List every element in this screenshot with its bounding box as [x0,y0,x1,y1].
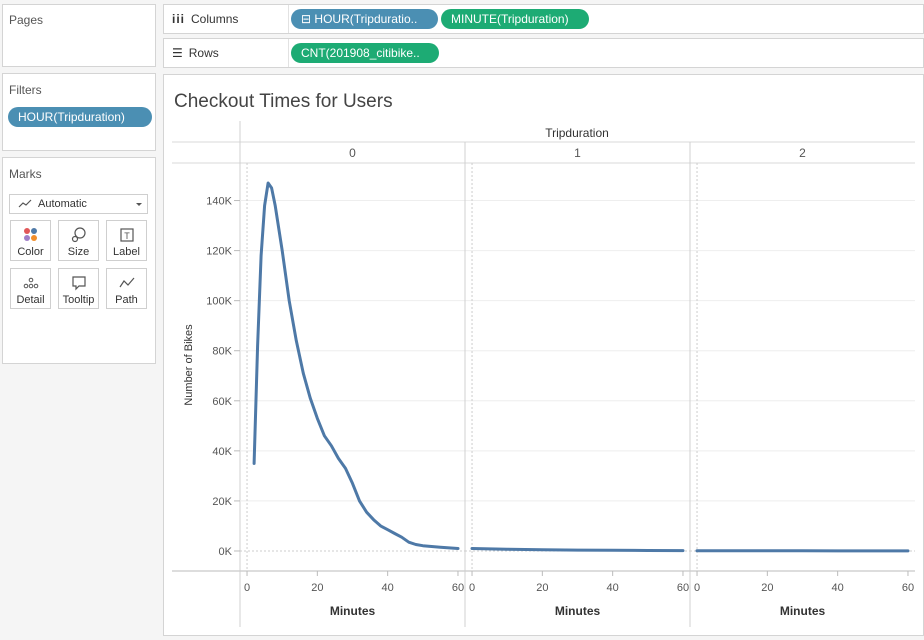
rows-shelf-label: ☰ Rows [172,39,219,67]
marks-path-label: Path [115,294,138,306]
rows-icon: ☰ [172,46,183,60]
x-tick-label: 0 [244,582,250,594]
marks-tooltip-button[interactable]: Tooltip [58,268,99,309]
y-tick-label: 0K [219,546,233,558]
color-icon [11,226,50,246]
series-line-panel-0 [252,181,460,550]
x-tick-label: 20 [536,582,548,594]
columns-pill-hour-label: HOUR(Tripduratio.. [314,12,418,26]
x-tick-label: 60 [677,582,689,594]
x-tick-label: 60 [902,582,914,594]
y-tick-label: 60K [212,396,232,408]
size-icon [59,226,98,246]
line-mark-icon [18,195,32,219]
filters-card[interactable]: Filters HOUR(Tripduration) [2,73,156,151]
rows-shelf[interactable]: ☰ Rows CNT(201908_citibike.. [163,38,924,68]
chart-view: Checkout Times for Users Tripduration Nu… [163,74,924,636]
collapse-icon[interactable]: ⊟ [301,12,312,26]
shelf-divider [288,39,289,67]
panel-header-label: 2 [799,146,806,160]
x-tick-label: 0 [469,582,475,594]
columns-icon: iii [172,12,186,26]
mark-type-value: Automatic [38,198,87,210]
y-tick-label: 40K [212,446,232,458]
mark-type-dropdown[interactable]: Automatic [9,194,148,214]
y-tick-label: 80K [212,346,232,358]
y-tick-label: 20K [212,496,232,508]
pages-title: Pages [9,13,44,27]
columns-label: Columns [191,12,239,26]
columns-pill-hour[interactable]: ⊟ HOUR(Tripduratio.. [291,9,438,29]
columns-shelf[interactable]: iii Columns ⊟ HOUR(Tripduratio.. MINUTE(… [163,4,924,34]
x-axis-label: Minutes [555,604,601,618]
series-line-panel-1 [470,547,685,553]
marks-size-label: Size [67,246,90,258]
panel-header-label: 0 [349,146,356,160]
x-tick-label: 40 [607,582,619,594]
x-tick-label: 40 [832,582,844,594]
label-icon: T [107,226,146,246]
tooltip-icon [59,274,98,294]
marks-label-button[interactable]: T Label [106,220,147,261]
columns-shelf-label: iii Columns [172,5,238,33]
marks-title: Marks [9,167,42,181]
marks-color-label: Color [17,246,44,258]
marks-path-button[interactable]: Path [106,268,147,309]
chart-title: Checkout Times for Users [174,91,393,112]
x-axis-label: Minutes [330,604,376,618]
rows-label: Rows [188,46,219,60]
shelf-divider [288,5,289,33]
y-tick-label: 100K [206,296,232,308]
rows-pill-cnt[interactable]: CNT(201908_citibike.. [291,43,439,63]
line-chart: Checkout Times for Users Tripduration Nu… [172,91,915,627]
x-axis-label: Minutes [780,604,826,618]
panel-header-label: 1 [574,146,581,160]
x-tick-label: 20 [761,582,773,594]
pages-card[interactable]: Pages [2,4,156,67]
marks-tooltip-label: Tooltip [62,294,95,306]
columns-pill-minute[interactable]: MINUTE(Tripduration) [441,9,589,29]
column-header-tripduration: Tripduration [545,126,609,140]
marks-detail-label: Detail [16,294,45,306]
y-axis-label: Number of Bikes [183,324,195,406]
marks-detail-button[interactable]: Detail [10,268,51,309]
x-tick-label: 20 [311,582,323,594]
svg-text:T: T [124,231,130,241]
path-icon [107,274,146,294]
filter-pill-hour-tripduration[interactable]: HOUR(Tripduration) [8,107,152,127]
x-tick-label: 40 [382,582,394,594]
marks-size-button[interactable]: Size [58,220,99,261]
x-tick-label: 0 [694,582,700,594]
y-tick-label: 140K [206,196,232,208]
marks-color-button[interactable]: Color [10,220,51,261]
x-tick-label: 60 [452,582,464,594]
filters-title: Filters [9,83,42,97]
y-tick-label: 120K [206,246,232,258]
chevron-down-icon [135,195,143,219]
marks-label-label: Label [113,246,140,258]
detail-icon [11,274,50,294]
